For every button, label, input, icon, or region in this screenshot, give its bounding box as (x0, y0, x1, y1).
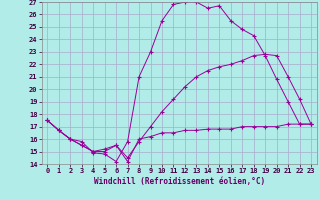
X-axis label: Windchill (Refroidissement éolien,°C): Windchill (Refroidissement éolien,°C) (94, 177, 265, 186)
